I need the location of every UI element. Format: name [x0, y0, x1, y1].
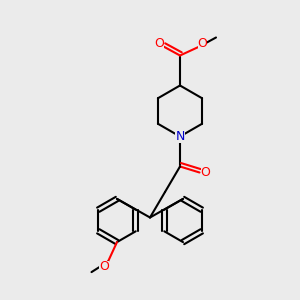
Text: O: O: [198, 37, 207, 50]
Text: N: N: [175, 130, 185, 143]
Text: O: O: [100, 260, 109, 274]
Text: O: O: [201, 166, 210, 179]
Text: O: O: [154, 37, 164, 50]
